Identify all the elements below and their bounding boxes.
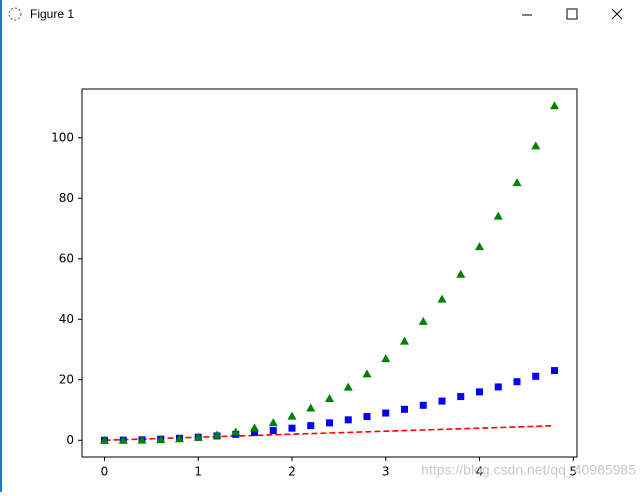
- x-tick-label: 4: [476, 465, 484, 479]
- square-marker: [438, 397, 446, 405]
- square-marker: [551, 367, 558, 375]
- square-marker: [326, 419, 333, 427]
- triangle-marker: [493, 211, 503, 220]
- x-tick-label: 1: [194, 465, 202, 479]
- triangle-marker: [381, 354, 391, 363]
- triangle-marker: [512, 178, 522, 187]
- y-tick-label: 100: [51, 130, 74, 144]
- triangle-marker: [400, 336, 409, 345]
- triangle-marker: [550, 101, 559, 110]
- square-marker: [476, 388, 483, 396]
- square-marker: [382, 409, 390, 417]
- square-marker: [288, 424, 296, 432]
- plot-area: 0 1 2 3 4 5 0 20 40 60 80 100: [51, 101, 577, 479]
- square-marker: [269, 426, 277, 434]
- square-marker: [363, 413, 371, 421]
- triangle-marker: [137, 435, 147, 444]
- x-tick-label: 2: [288, 465, 296, 479]
- triangle-marker: [362, 369, 372, 378]
- triangle-marker: [343, 382, 353, 391]
- square-marker: [419, 401, 427, 409]
- axes-frame: [81, 88, 578, 458]
- y-tick-label: 60: [59, 251, 74, 265]
- triangle-marker: [118, 435, 128, 444]
- square-marker: [532, 372, 540, 380]
- window-border: [0, 0, 2, 492]
- triangle-marker: [175, 434, 184, 443]
- triangle-marker: [250, 423, 259, 432]
- x-tick-label: 3: [382, 465, 390, 479]
- triangle-marker: [100, 435, 109, 444]
- triangle-marker: [306, 403, 316, 412]
- square-marker: [251, 429, 258, 437]
- triangle-marker: [193, 432, 203, 441]
- y-tick-label: 20: [59, 372, 74, 386]
- square-marker: [344, 416, 352, 424]
- triangle-marker: [456, 269, 466, 278]
- triangle-marker: [475, 242, 484, 251]
- triangle-marker: [231, 427, 241, 436]
- triangle-marker: [325, 393, 334, 402]
- square-marker: [513, 378, 521, 386]
- triangle-marker: [287, 411, 297, 420]
- square-marker: [457, 393, 465, 401]
- close-button[interactable]: [611, 8, 623, 20]
- square-marker: [307, 422, 315, 430]
- x-tick-label: 0: [101, 465, 109, 479]
- x-tick-label: 5: [569, 465, 577, 479]
- y-tick-label: 0: [66, 433, 74, 447]
- maximize-button[interactable]: [566, 8, 578, 20]
- y-tick-label: 80: [59, 191, 74, 205]
- y-tick-label: 40: [59, 312, 74, 326]
- triangle-marker: [268, 418, 278, 427]
- triangle-marker: [437, 294, 447, 303]
- watermark: https://blog.csdn.net/qq_40985985: [421, 462, 636, 478]
- window-title: Figure 1: [30, 7, 74, 21]
- triangle-marker: [418, 316, 428, 325]
- triangle-marker: [212, 430, 222, 439]
- square-marker: [401, 405, 408, 413]
- triangle-marker: [156, 435, 166, 444]
- app-icon: [8, 7, 22, 21]
- square-marker: [494, 383, 502, 391]
- triangle-marker: [531, 141, 541, 150]
